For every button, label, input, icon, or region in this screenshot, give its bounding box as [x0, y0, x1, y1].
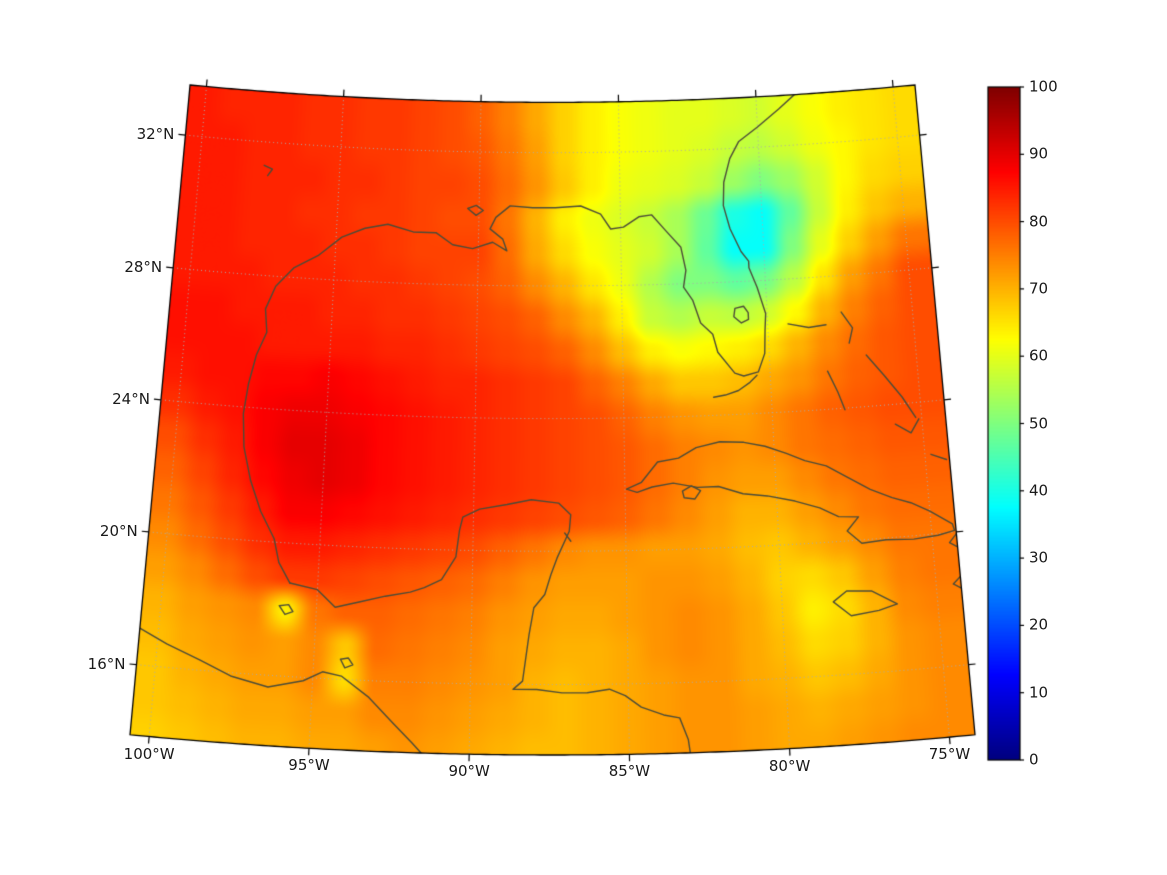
figure: 32°N 28°N 24°N 20°N 16°N 100°W 95°W 90°W 85°W 80°…: [0, 0, 1167, 875]
map-heatmap-canvas: [0, 0, 1167, 875]
